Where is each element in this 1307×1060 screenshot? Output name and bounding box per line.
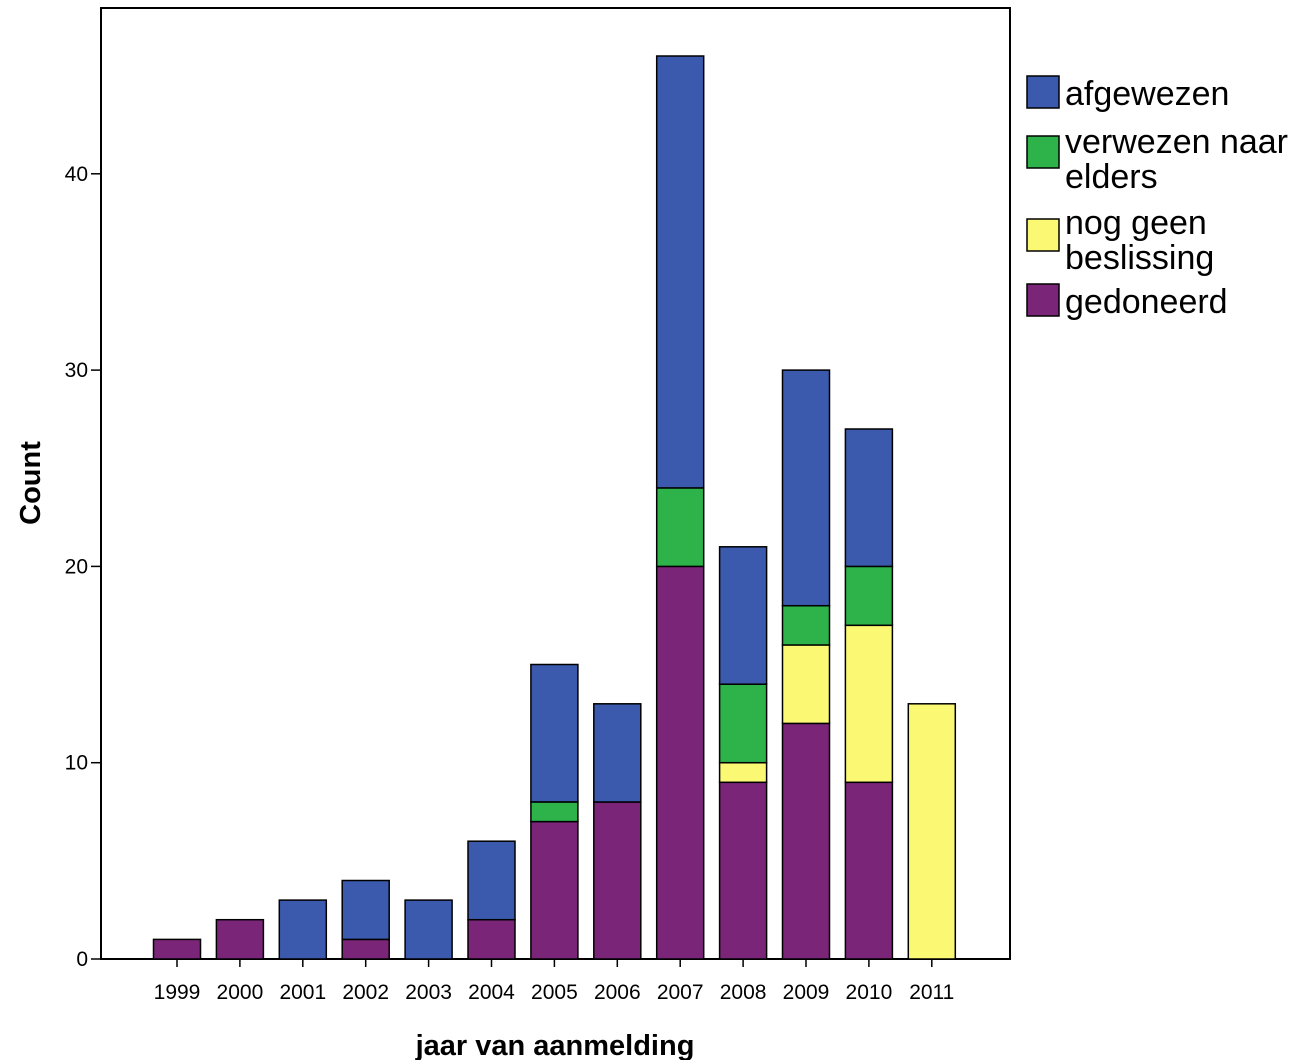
y-tick-label-20: 20 <box>65 555 88 578</box>
legend-swatch-gedoneerd <box>1026 283 1060 317</box>
x-tick-label-2011: 2011 <box>909 981 954 1004</box>
y-axis-title: Count <box>15 441 47 525</box>
bar-gedoneerd-1999 <box>152 938 202 960</box>
bar-nog-geen-beslissing-2008 <box>718 761 768 784</box>
bar-afgewezen-2010 <box>844 428 894 568</box>
bar-verwezen-naar-elders-2009 <box>781 604 831 646</box>
bar-afgewezen-2005 <box>530 663 579 803</box>
legend-swatch-nog-geen-beslissing <box>1026 218 1060 252</box>
bar-afgewezen-2002 <box>341 879 390 941</box>
x-axis-title: jaar van aanmelding <box>415 1030 695 1060</box>
legend-label-afgewezen: afgewezen <box>1065 75 1229 113</box>
bar-afgewezen-2008 <box>718 546 768 685</box>
bar-verwezen-naar-elders-2010 <box>844 565 894 627</box>
bar-afgewezen-2007 <box>655 55 705 489</box>
legend-label-gedoneerd: gedoneerd <box>1065 283 1228 321</box>
bar-afgewezen-2009 <box>781 369 831 607</box>
bar-verwezen-naar-elders-2008 <box>718 683 768 764</box>
y-tick-label-30: 30 <box>65 359 88 382</box>
x-tick-label-2004: 2004 <box>468 981 515 1004</box>
y-tick-label-40: 40 <box>65 163 88 186</box>
x-tick-label-2006: 2006 <box>594 981 641 1004</box>
legend-label-nog-geen-beslissing: nog geen <box>1065 204 1207 242</box>
bar-gedoneerd-2008 <box>718 781 768 960</box>
bar-afgewezen-2003 <box>404 899 453 960</box>
x-tick-label-2002: 2002 <box>342 981 389 1004</box>
bar-afgewezen-2004 <box>467 840 516 921</box>
bar-verwezen-naar-elders-2007 <box>655 487 705 568</box>
bar-gedoneerd-2004 <box>467 918 516 960</box>
bar-gedoneerd-2005 <box>530 820 579 960</box>
bar-afgewezen-2006 <box>593 703 642 803</box>
x-tick-label-2003: 2003 <box>405 981 452 1004</box>
x-tick-label-2000: 2000 <box>217 981 264 1004</box>
x-tick-label-2009: 2009 <box>783 981 830 1004</box>
bar-gedoneerd-2009 <box>781 722 831 960</box>
bar-gedoneerd-2006 <box>593 801 642 960</box>
legend-swatch-verwezen-naar-elders <box>1026 135 1060 169</box>
x-tick-label-2001: 2001 <box>279 981 326 1004</box>
bar-nog-geen-beslissing-2010 <box>844 624 894 784</box>
x-axis: 1999 2000 2001 2002 2003 2004 2005 2006 2007 2008… <box>154 959 954 1004</box>
legend-label-verwezen-naar-elders: verwezen naar <box>1065 123 1288 161</box>
bar-nog-geen-beslissing-2011 <box>907 703 957 960</box>
bars-layer <box>152 55 957 960</box>
x-tick-label-2007: 2007 <box>657 981 704 1004</box>
y-tick-label-0: 0 <box>76 948 88 971</box>
bar-gedoneerd-2002 <box>341 938 390 960</box>
y-tick-label-10: 10 <box>65 752 88 775</box>
x-tick-label-2008: 2008 <box>720 981 767 1004</box>
bar-verwezen-naar-elders-2005 <box>530 801 579 823</box>
legend-swatch-afgewezen <box>1026 75 1060 109</box>
legend-label-nog-geen-beslissing: beslissing <box>1065 239 1214 277</box>
x-tick-label-1999: 1999 <box>154 981 201 1004</box>
bar-gedoneerd-2010 <box>844 781 894 960</box>
bar-nog-geen-beslissing-2009 <box>781 644 831 725</box>
x-tick-label-2005: 2005 <box>531 981 578 1004</box>
legend-label-verwezen-naar-elders: elders <box>1065 158 1158 196</box>
y-axis: 0 10 20 30 40 <box>65 163 101 971</box>
bar-gedoneerd-2007 <box>655 565 705 960</box>
bar-gedoneerd-2000 <box>215 918 265 960</box>
x-tick-label-2010: 2010 <box>846 981 893 1004</box>
bar-afgewezen-2001 <box>278 899 328 960</box>
